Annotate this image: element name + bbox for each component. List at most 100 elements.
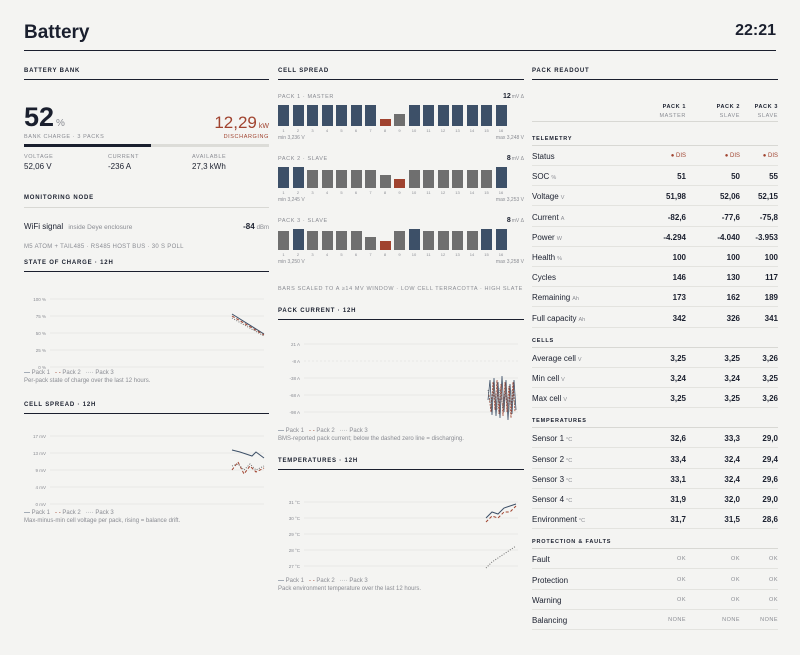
- section-rule: [24, 79, 269, 80]
- cell-bar: [408, 105, 420, 126]
- section-rule: [278, 469, 524, 470]
- temp-chart: 31 °C 30 °C 29 °C 28 °C 27 °C: [289, 500, 518, 569]
- readout-row-label: Min cell V: [532, 374, 565, 383]
- section-rule: [532, 427, 778, 429]
- readout-value: -4.040: [717, 232, 740, 242]
- readout-value: OK: [731, 576, 740, 583]
- cell-number: 11: [426, 128, 431, 133]
- section-rule: [24, 271, 269, 272]
- cell-number: 15: [484, 128, 489, 133]
- readout-value: 29,0: [762, 434, 778, 444]
- soc-chart: 100 % 75 % 50 % 25 % 0 %: [33, 297, 265, 370]
- readout-value: 3,25: [762, 374, 778, 383]
- y-tick-label: 25 %: [36, 348, 46, 353]
- readout-row: Sensor 3 °C 33,1 32,4 29,6: [532, 469, 778, 489]
- cell-bar: [365, 237, 376, 250]
- cell-number: 6: [354, 128, 358, 133]
- cell-bar: [437, 170, 449, 188]
- current-line-pack3: [487, 385, 516, 413]
- cell-number: 13: [455, 128, 460, 133]
- wifi-value: -84 dBm: [243, 222, 269, 231]
- readout-value: 32,4: [724, 454, 740, 464]
- y-tick-label: 13 mV: [33, 451, 46, 456]
- readout-row: Voltage V 51,98 52,06 52,15: [532, 186, 778, 207]
- readout-row-label: Environment °C: [532, 515, 586, 525]
- readout-row-label: Remaining Ah: [532, 293, 579, 303]
- readout-value: 3,24: [670, 374, 686, 383]
- pack-spread-label: PACK 2 · SLAVE: [278, 156, 328, 162]
- cell-bar: [278, 231, 289, 250]
- cell-number: 5: [340, 128, 343, 133]
- cell-number: 8: [383, 190, 387, 195]
- spread-line-pack1: [231, 449, 265, 459]
- cell-number: 10: [411, 252, 417, 257]
- readout-row-label: Sensor 3 °C: [532, 474, 573, 484]
- readout-value: 100: [726, 253, 740, 262]
- temp-chart-title: TEMPERATURES · 12H: [278, 458, 358, 464]
- y-tick-label: 29 °C: [289, 532, 301, 537]
- readout-row: Balancing NONE NONE NONE: [532, 610, 778, 630]
- cell-number: 7: [369, 190, 372, 195]
- y-tick-label: 75 %: [36, 314, 46, 319]
- y-tick-label: 30 °C: [289, 516, 301, 521]
- cell-number: 6: [354, 252, 358, 257]
- readout-value: 51: [677, 172, 686, 182]
- readout-row-label: Warning: [532, 595, 562, 605]
- cell-bar: [408, 170, 420, 188]
- node-desc: M5 ATOM + TAIL485 · RS485 HOST BUS · 30 …: [24, 244, 184, 250]
- cell-bar: [278, 105, 289, 126]
- cell-bar: [336, 231, 347, 250]
- bank-section-title: BATTERY BANK: [24, 68, 81, 74]
- charge-bar: [24, 144, 269, 147]
- readout-row-label: Power W: [532, 232, 562, 242]
- cell-bar: [292, 167, 304, 188]
- pack-min-voltage: min 3,236 V: [278, 135, 305, 141]
- cell-number: 11: [426, 252, 431, 257]
- bank-power-value: 12,29 kW: [214, 113, 269, 132]
- y-tick-label: -98 A: [289, 410, 300, 415]
- cell-bar: [466, 170, 478, 188]
- readout-value: 3,25: [724, 394, 740, 404]
- cell-bar: [321, 231, 333, 250]
- readout-value: OK: [731, 596, 740, 603]
- stat-current: CURRENT -236 A: [108, 154, 140, 171]
- pack-min-voltage: min 3,250 V: [278, 259, 305, 265]
- readout-row-label: Current A: [532, 212, 565, 222]
- cell-number: 4: [325, 128, 329, 133]
- current-line-pack1: [487, 375, 517, 421]
- readout-value: 33,4: [670, 454, 686, 464]
- cell-number: 9: [398, 190, 401, 195]
- readout-value: ● DIS: [724, 153, 740, 159]
- pack-spread-delta: 8mV Δ: [506, 155, 524, 162]
- readout-header: PACK 1 MASTER PACK 2 SLAVE PACK 3 SLAVE: [532, 80, 778, 122]
- stat-voltage: VOLTAGE 52,06 V: [24, 154, 54, 171]
- spread-caption: Max-minus-min cell voltage per pack, ris…: [24, 518, 181, 524]
- readout-value: OK: [677, 556, 686, 563]
- bank-charge-label: BANK CHARGE · 3 PACKS: [24, 134, 105, 140]
- readout-group-title: PROTECTION & FAULTS: [532, 539, 612, 546]
- pack-max-voltage: max 3,248 V: [495, 135, 524, 141]
- readout-value: 52,06: [719, 192, 740, 202]
- cell-number: 5: [340, 190, 343, 195]
- cell-number: 6: [354, 190, 358, 195]
- y-tick-label: 27 °C: [289, 564, 301, 569]
- section-rule: [278, 319, 524, 320]
- cell-bar: [365, 105, 376, 126]
- readout-value: 31,5: [724, 515, 740, 525]
- cell-bar: [423, 105, 434, 126]
- readout-value: OK: [769, 556, 778, 563]
- readout-row: Sensor 2 °C 33,4 32,4 29,4: [532, 449, 778, 469]
- readout-row-label: Sensor 2 °C: [532, 454, 573, 464]
- readout-value: 326: [726, 313, 740, 323]
- readout-value: 32,6: [670, 434, 686, 444]
- spread-chart: 17 mV 13 mV 9 mV 4 mV 0 mV: [33, 434, 265, 507]
- readout-value: 55: [769, 172, 778, 182]
- readout-row: Current A -82,6 -77,6 -75,8: [532, 207, 778, 227]
- cell-bar: [292, 229, 304, 250]
- readout-value: 162: [726, 293, 740, 303]
- readout-value: 3,25: [724, 353, 740, 363]
- cell-bar: [365, 170, 376, 188]
- readout-row-label: Health%: [532, 253, 563, 262]
- readout-value: -3.953: [755, 232, 778, 242]
- cell-bar: [379, 241, 391, 250]
